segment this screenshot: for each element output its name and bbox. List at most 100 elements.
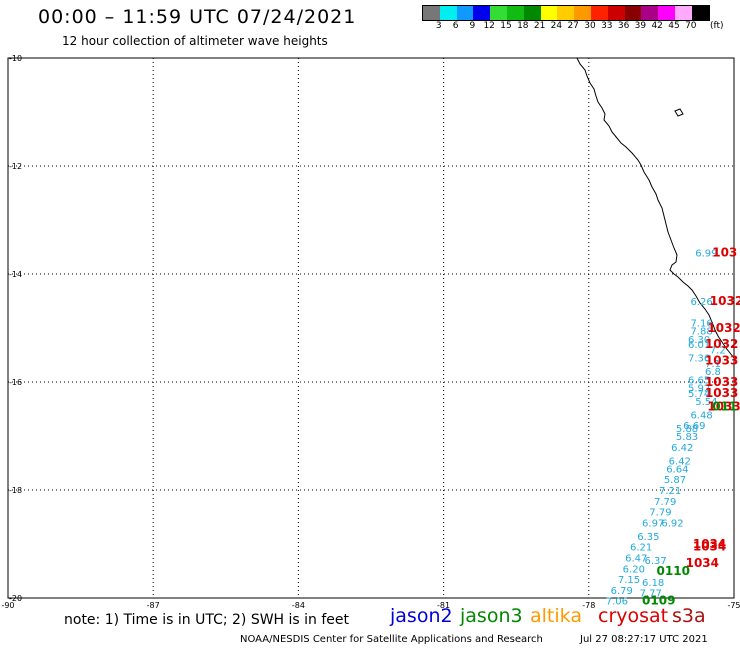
wave-height-label: 7.15	[618, 575, 640, 586]
wave-height-label: 7.06	[606, 597, 628, 608]
colorbar-label: 70	[685, 21, 697, 31]
wave-height-colorbar	[422, 5, 710, 21]
y-tick-label: -16	[9, 378, 22, 387]
wave-height-label: 6.99	[695, 248, 717, 259]
legend-jason2: jason2	[390, 605, 453, 627]
colorbar-swatch	[423, 6, 440, 20]
legend-jason3: jason3	[460, 605, 523, 627]
wave-height-label: 6.8	[705, 367, 721, 378]
wave-height-label: 6.42	[669, 456, 691, 467]
y-tick-label: -10	[9, 54, 22, 63]
colorbar-swatch	[658, 6, 675, 20]
jason3-observations: 011 0110 0109	[642, 399, 737, 607]
colorbar-swatch	[574, 6, 591, 20]
island	[674, 108, 684, 117]
colorbar-swatch	[557, 6, 575, 20]
map-grid	[8, 58, 734, 598]
colorbar-swatch	[540, 6, 558, 20]
colorbar-swatch	[439, 6, 457, 20]
colorbar-swatch	[691, 6, 709, 20]
cryosat-label: 1033	[705, 375, 738, 389]
colorbar-swatch	[641, 6, 659, 20]
wave-height-label: 6.92	[661, 518, 683, 529]
colorbar-label: 42	[651, 21, 663, 31]
x-tick-label: -90	[1, 601, 14, 610]
wave-height-label: 7.1	[705, 359, 721, 370]
wave-height-label: 5.87	[664, 475, 686, 486]
colorbar-label: 15	[500, 21, 512, 31]
wave-height-label: 6.69	[683, 421, 705, 432]
colorbar-label: 45	[668, 21, 680, 31]
wave-height-label: 7.16	[690, 319, 712, 330]
colorbar-label: 6	[452, 21, 459, 31]
wave-height-label: 6.64	[666, 464, 688, 475]
x-tick-label: -81	[437, 601, 450, 610]
colorbar-swatch	[456, 6, 474, 20]
wave-height-label: 6.65	[688, 375, 710, 386]
wave-height-label: 6.97	[642, 518, 664, 529]
cryosat-observations: 1031032103210321033103310331033103410341…	[686, 245, 740, 570]
wave-height-label: 6.37	[644, 556, 666, 567]
colorbar-swatch	[624, 6, 642, 20]
wave-height-label: 5.88	[676, 424, 698, 435]
y-tick-label: -14	[9, 270, 22, 279]
x-tick-label: -84	[292, 601, 305, 610]
y-tick-label: -20	[9, 594, 22, 603]
cryosat-label: 1034	[693, 540, 726, 554]
footer-note: note: 1) Time is in UTC; 2) SWH is in fe…	[64, 612, 350, 628]
wave-height-label: 6.42	[671, 443, 693, 454]
cryosat-label: 1034	[686, 556, 719, 570]
wave-height-label: 6.30	[688, 335, 710, 346]
colorbar-swatch	[490, 6, 507, 20]
cryosat-label: 1032	[707, 321, 740, 335]
cryosat-label: 1034	[693, 537, 726, 551]
wave-height-label: 5.92	[688, 383, 710, 394]
wave-height-label: 5.83	[676, 432, 698, 443]
legend-altika: altika	[530, 605, 582, 627]
cryosat-label: 103	[712, 245, 737, 259]
footer-credit: NOAA/NESDIS Center for Satellite Applica…	[240, 634, 543, 645]
cryosat-label: 1033	[705, 386, 738, 400]
y-tick-label: -12	[9, 162, 22, 171]
cryosat-label: 1033	[705, 353, 738, 367]
coastline	[576, 57, 735, 359]
wave-height-label: 6.35	[637, 532, 659, 543]
wave-height-label: 5.74	[688, 389, 710, 400]
wave-height-label: 6.26	[690, 297, 712, 308]
wave-height-label: 7.21	[659, 486, 681, 497]
x-tick-label: -75	[727, 601, 740, 610]
colorbar-unit: (ft)	[710, 21, 724, 31]
colorbar-label: 18	[517, 21, 529, 31]
colorbar-swatch	[674, 6, 692, 20]
x-tick-label: -78	[582, 601, 595, 610]
cryosat-label: 1033	[707, 399, 740, 413]
axis-tick-labels: -90 -87 -84 -81 -78 -75 -10 -12 -14 -16 -18 -20	[1, 54, 740, 610]
cryosat-label: 1032	[710, 294, 740, 308]
colorbar-swatch	[607, 6, 625, 20]
cryosat-label: 1032	[705, 337, 738, 351]
wave-height-label: 7.77	[640, 589, 662, 600]
colorbar-label: 21	[533, 21, 546, 31]
colorbar-swatch	[506, 6, 524, 20]
colorbar-label: 24	[550, 21, 563, 31]
colorbar-label: 30	[584, 21, 596, 31]
map-subtitle: 12 hour collection of altimeter wave hei…	[62, 34, 328, 48]
wave-height-label: 6.18	[642, 578, 664, 589]
jason3-label: 0109	[642, 594, 675, 608]
legend-s3a: s3a	[672, 605, 706, 627]
wave-height-label: 7.79	[654, 497, 676, 508]
wave-height-label: 6.79	[611, 586, 633, 597]
wave-height-label: 5.54	[695, 397, 717, 408]
jason3-label: 0110	[657, 564, 690, 578]
footer-timestamp: Jul 27 08:27:17 UTC 2021	[580, 634, 708, 645]
x-tick-label: -87	[147, 601, 160, 610]
colorbar-swatch	[473, 6, 491, 20]
colorbar-label: 33	[601, 21, 613, 31]
wave-height-label: 6.20	[623, 564, 645, 575]
legend-cryosat: cryosat	[598, 605, 669, 627]
colorbar-swatch	[590, 6, 608, 20]
wave-height-label: 6.48	[690, 410, 712, 421]
map-title: 00:00 – 11:59 UTC 07/24/2021	[38, 6, 357, 28]
wave-height-label: 6.01	[688, 340, 710, 351]
